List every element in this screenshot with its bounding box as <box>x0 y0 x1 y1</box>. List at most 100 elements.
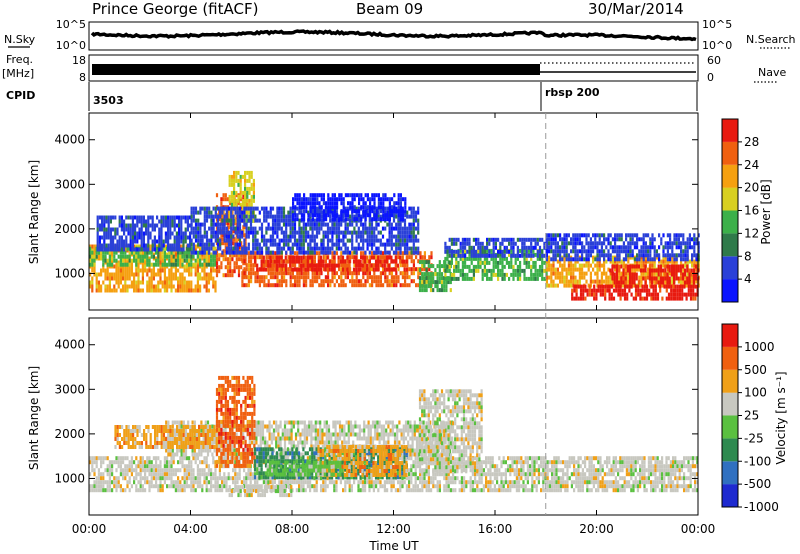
heatmap-cell <box>230 206 233 211</box>
heatmap-cell <box>256 271 259 276</box>
heatmap-cell <box>523 245 526 250</box>
heatmap-cell <box>682 249 685 254</box>
heatmap-cell <box>139 258 142 263</box>
heatmap-cell <box>640 255 643 260</box>
heatmap-cell <box>366 275 369 280</box>
heatmap-cell <box>468 268 471 273</box>
heatmap-cell <box>620 280 623 285</box>
heatmap-cell <box>464 256 467 261</box>
heatmap-cell <box>289 259 292 264</box>
heatmap-cell <box>382 205 385 210</box>
heatmap-cell <box>457 268 460 273</box>
heatmap-cell <box>229 261 232 266</box>
heatmap-cell <box>265 210 268 215</box>
heatmap-cell <box>594 233 597 238</box>
heatmap-cell <box>488 276 491 281</box>
heatmap-cell <box>274 251 277 256</box>
heatmap-cell <box>153 247 156 252</box>
heatmap-cell <box>267 210 270 215</box>
heatmap-cell <box>596 271 599 276</box>
heatmap-cell <box>697 245 700 250</box>
heatmap-cell <box>164 219 167 224</box>
heatmap-cell <box>353 197 356 202</box>
heatmap-cell <box>377 214 380 219</box>
heatmap-cell <box>687 292 690 297</box>
heatmap-cell <box>357 271 360 276</box>
heatmap-cell <box>89 484 92 489</box>
heatmap-cell <box>214 250 217 255</box>
heatmap-cell <box>152 276 155 281</box>
heatmap-cell <box>388 242 391 247</box>
heatmap-cell <box>157 280 160 285</box>
heatmap-cell <box>477 268 480 273</box>
heatmap-cell <box>226 213 230 218</box>
heatmap-cell <box>159 252 162 257</box>
heatmap-cell <box>201 268 204 273</box>
heatmap-cell <box>333 222 336 227</box>
heatmap-cell <box>302 267 305 272</box>
heatmap-cell <box>362 226 365 231</box>
heatmap-cell <box>552 257 555 262</box>
heatmap-cell <box>689 296 693 301</box>
heatmap-cell <box>499 241 502 246</box>
heatmap-cell <box>588 288 591 293</box>
heatmap-cell <box>573 296 576 301</box>
heatmap-cell <box>664 276 667 281</box>
heatmap-cell <box>167 235 170 240</box>
heatmap-cell <box>692 288 695 293</box>
heatmap-cell <box>327 213 330 218</box>
heatmap-cell <box>235 202 238 207</box>
heatmap-cell <box>565 249 568 254</box>
heatmap-cell <box>403 263 406 268</box>
heatmap-cell <box>595 296 598 301</box>
heatmap-cell <box>364 222 367 227</box>
heatmap-cell <box>258 275 261 280</box>
heatmap-cell <box>97 468 100 473</box>
heatmap-cell <box>340 246 343 251</box>
heatmap-cell <box>393 275 396 280</box>
heatmap-cell <box>404 275 407 280</box>
heatmap-cell <box>146 268 149 273</box>
heatmap-cell <box>401 255 404 260</box>
heatmap-cell <box>320 242 323 247</box>
heatmap-cell <box>359 246 363 251</box>
heatmap-cell <box>697 257 700 262</box>
heatmap-cell <box>641 284 644 289</box>
heatmap-cell <box>664 241 667 246</box>
heatmap-cell <box>239 174 242 179</box>
heatmap-cell <box>181 250 184 255</box>
heatmap-cell <box>265 283 268 288</box>
heatmap-cell <box>237 257 241 262</box>
heatmap-cell <box>649 259 652 264</box>
heatmap-cell <box>340 267 343 272</box>
heatmap-cell <box>197 234 200 239</box>
heatmap-cell <box>627 271 630 276</box>
heatmap-cell <box>91 244 94 249</box>
heatmap-cell <box>93 480 96 485</box>
heatmap-cell <box>174 262 177 267</box>
heatmap-cell <box>96 243 99 248</box>
heatmap-cell <box>616 233 619 238</box>
heatmap-cell <box>203 206 206 211</box>
heatmap-cell <box>418 284 422 289</box>
heatmap-cell <box>675 259 678 264</box>
heatmap-cell <box>222 241 225 246</box>
heatmap-cell <box>322 246 325 251</box>
heatmap-cell <box>373 213 376 218</box>
heatmap-cell <box>556 241 559 246</box>
heatmap-cell <box>138 227 141 232</box>
heatmap-cell <box>337 230 341 235</box>
heatmap-cell <box>188 284 191 289</box>
heatmap-cell <box>600 245 603 250</box>
heatmap-cell <box>658 233 661 238</box>
heatmap-cell <box>188 258 191 263</box>
heatmap-cell <box>550 283 553 288</box>
heatmap-cell <box>164 235 167 240</box>
heatmap-cell <box>388 250 391 255</box>
heatmap-cell <box>572 267 575 272</box>
heatmap-cell <box>221 218 224 223</box>
heatmap-cell <box>280 214 283 219</box>
heatmap-cell <box>104 272 107 277</box>
heatmap-cell <box>412 238 415 243</box>
heatmap-cell <box>501 249 504 254</box>
